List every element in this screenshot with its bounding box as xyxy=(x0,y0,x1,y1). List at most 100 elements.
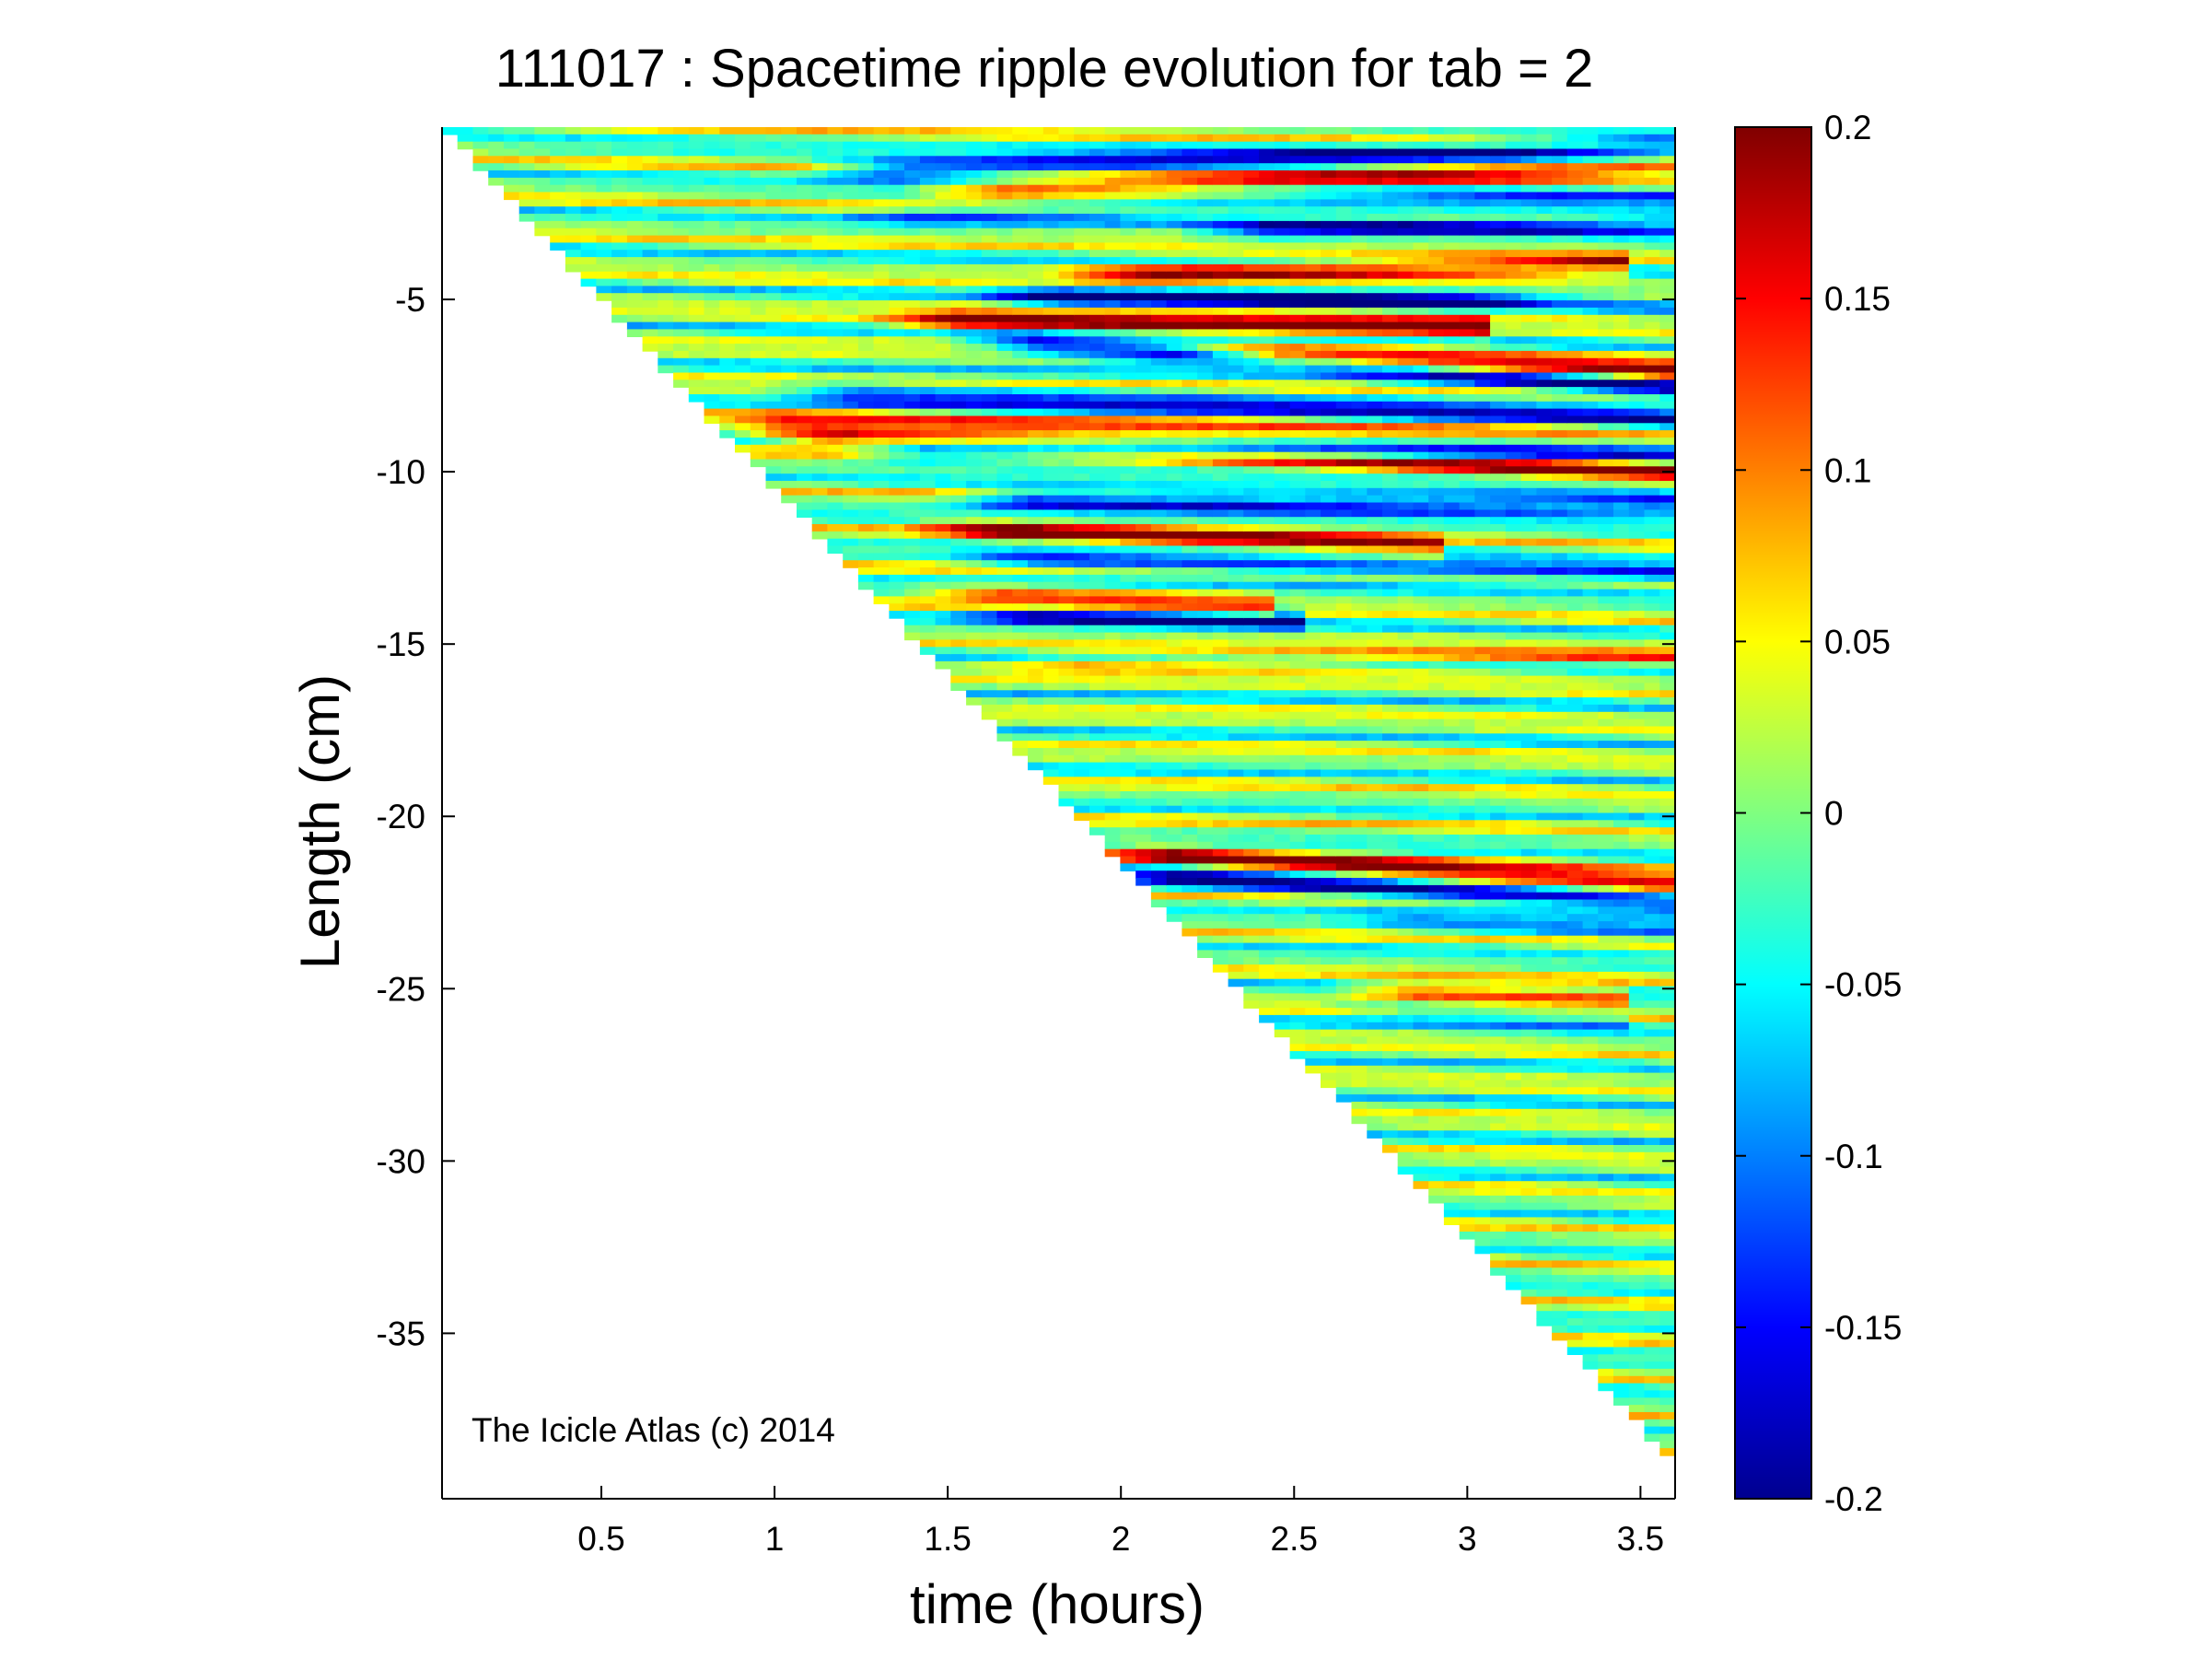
heatmap-cell xyxy=(1259,704,1275,713)
heatmap-cell xyxy=(688,278,705,287)
heatmap-cell xyxy=(1321,184,1337,193)
heatmap-cell xyxy=(1197,350,1214,359)
heatmap-cell xyxy=(1428,1145,1445,1153)
heatmap-cell xyxy=(1166,481,1183,489)
heatmap-cell xyxy=(1074,293,1090,301)
heatmap-cell xyxy=(935,459,952,468)
heatmap-cell xyxy=(1382,336,1399,345)
heatmap-cell xyxy=(1089,589,1106,598)
heatmap-cell xyxy=(1367,791,1383,800)
heatmap-cell xyxy=(981,408,998,417)
heatmap-cell xyxy=(1305,250,1321,258)
heatmap-cell xyxy=(1150,487,1168,497)
heatmap-cell xyxy=(1259,163,1275,171)
heatmap-cell xyxy=(1074,415,1090,425)
heatmap-cell xyxy=(1212,394,1229,403)
heatmap-cell xyxy=(1135,596,1152,604)
heatmap-cell xyxy=(1367,531,1383,540)
heatmap-cell xyxy=(1382,1108,1399,1117)
heatmap-cell xyxy=(996,344,1013,352)
heatmap-cell xyxy=(935,127,952,135)
heatmap-cell xyxy=(1382,487,1399,497)
heatmap-cell xyxy=(1367,812,1383,822)
heatmap-cell xyxy=(1120,545,1136,555)
heatmap-cell xyxy=(1042,350,1060,359)
heatmap-cell xyxy=(889,380,905,388)
heatmap-cell xyxy=(688,192,705,201)
heatmap-cell xyxy=(843,481,859,489)
heatmap-cell xyxy=(1074,748,1090,756)
heatmap-cell xyxy=(1135,784,1152,792)
heatmap-cell xyxy=(811,387,829,395)
heatmap-cell xyxy=(1289,798,1307,807)
heatmap-cell xyxy=(1351,574,1368,583)
heatmap-cell xyxy=(1413,300,1429,309)
heatmap-cell xyxy=(1166,611,1183,619)
heatmap-cell xyxy=(735,372,751,381)
heatmap-cell xyxy=(1428,1087,1445,1095)
heatmap-cell xyxy=(1397,531,1415,540)
heatmap-cell xyxy=(1321,733,1337,742)
heatmap-cell xyxy=(996,286,1013,294)
heatmap-cell xyxy=(1012,632,1029,641)
heatmap-cell xyxy=(565,141,582,150)
heatmap-cell xyxy=(857,509,875,518)
heatmap-cell xyxy=(1058,257,1075,265)
heatmap-cell xyxy=(843,177,859,186)
heatmap-cell xyxy=(1104,156,1122,164)
heatmap-cell xyxy=(1243,899,1260,908)
heatmap-cell xyxy=(1335,235,1353,244)
heatmap-cell xyxy=(1089,805,1106,814)
heatmap-cell xyxy=(1443,632,1461,641)
heatmap-cell xyxy=(781,184,797,193)
heatmap-cell xyxy=(889,344,905,352)
heatmap-cell xyxy=(1351,719,1368,728)
heatmap-cell xyxy=(1259,971,1275,980)
heatmap-cell xyxy=(827,538,844,547)
heatmap-cell xyxy=(750,380,767,388)
heatmap-cell xyxy=(1413,906,1429,915)
heatmap-cell xyxy=(1150,423,1168,431)
heatmap-cell xyxy=(1259,380,1275,388)
heatmap-cell xyxy=(996,502,1013,511)
heatmap-cell xyxy=(626,206,644,215)
heatmap-cell xyxy=(1351,567,1368,576)
heatmap-cell xyxy=(1289,820,1307,828)
heatmap-cell xyxy=(1305,329,1321,337)
heatmap-cell xyxy=(889,228,905,237)
heatmap-cell xyxy=(1150,438,1168,446)
heatmap-cell xyxy=(1182,711,1198,720)
heatmap-cell xyxy=(1104,777,1122,785)
heatmap-cell xyxy=(1120,827,1136,835)
heatmap-cell xyxy=(1289,950,1307,958)
heatmap-cell xyxy=(1443,798,1461,807)
heatmap-cell xyxy=(1028,314,1044,323)
heatmap-cell xyxy=(996,675,1013,684)
heatmap-cell xyxy=(1397,726,1415,735)
heatmap-cell xyxy=(1274,769,1291,778)
heatmap-cell xyxy=(1259,986,1275,995)
heatmap-cell xyxy=(919,481,937,489)
heatmap-cell xyxy=(797,184,813,193)
heatmap-cell xyxy=(843,278,859,287)
heatmap-cell xyxy=(811,524,829,532)
heatmap-cell xyxy=(580,220,598,229)
heatmap-cell xyxy=(981,148,998,158)
heatmap-cell xyxy=(1104,438,1122,446)
heatmap-cell xyxy=(904,263,921,273)
heatmap-cell xyxy=(1397,754,1415,764)
heatmap-cell xyxy=(919,560,937,568)
heatmap-cell xyxy=(966,206,983,215)
heatmap-cell xyxy=(797,344,813,352)
heatmap-cell xyxy=(996,300,1013,309)
heatmap-cell xyxy=(1367,921,1383,929)
heatmap-cell xyxy=(857,307,875,316)
heatmap-cell xyxy=(857,329,875,337)
heatmap-cell xyxy=(1367,856,1383,865)
heatmap-cell xyxy=(1228,538,1245,547)
heatmap-cell xyxy=(1397,812,1415,822)
heatmap-cell xyxy=(1443,683,1461,691)
heatmap-cell xyxy=(1028,350,1044,359)
heatmap-cell xyxy=(889,235,905,244)
heatmap-cell xyxy=(1074,545,1090,555)
